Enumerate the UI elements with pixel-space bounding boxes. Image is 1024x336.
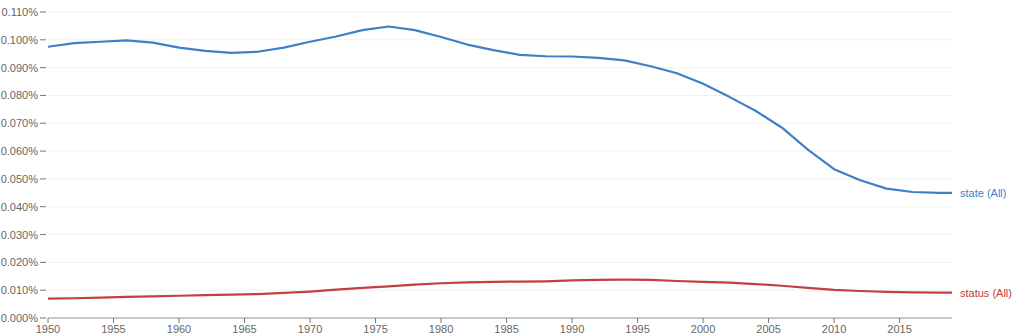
x-tick-label: 1960 xyxy=(167,323,191,335)
series-label: state (All) xyxy=(960,187,1006,199)
grid-line xyxy=(48,39,952,40)
y-tick-label: 0.000% xyxy=(1,312,39,324)
y-tick xyxy=(40,12,46,13)
y-tick-label: 0.030% xyxy=(1,229,39,241)
y-tick-label: 0.020% xyxy=(1,256,39,268)
grid-line xyxy=(48,12,952,13)
y-tick xyxy=(40,262,46,263)
y-tick xyxy=(40,234,46,235)
y-tick xyxy=(40,206,46,207)
grid-line xyxy=(48,318,952,319)
plot-lines xyxy=(48,26,952,298)
grid-line xyxy=(48,290,952,291)
y-tick xyxy=(40,123,46,124)
x-tick-label: 1990 xyxy=(560,323,584,335)
x-tick-label: 1975 xyxy=(363,323,387,335)
y-tick-label: 0.080% xyxy=(1,89,39,101)
chart: 0.000% 0.010% 0.020% 0.030% 0.040% 0.050% 0.06… xyxy=(0,0,1024,336)
y-tick-label: 0.060% xyxy=(1,145,39,157)
x-tick-label: 2010 xyxy=(822,323,846,335)
y-tick xyxy=(40,318,46,319)
grid-line xyxy=(48,206,952,207)
y-tick-label: 0.070% xyxy=(1,117,39,129)
y-tick xyxy=(40,39,46,40)
grid-line xyxy=(48,67,952,68)
grid-line xyxy=(48,151,952,152)
y-tick-label: 0.110% xyxy=(2,6,39,18)
x-tick-label: 1970 xyxy=(298,323,322,335)
x-tick-label: 2015 xyxy=(887,323,911,335)
y-tick xyxy=(40,67,46,68)
y-tick-label: 0.090% xyxy=(1,62,39,74)
y-tick-label: 0.100% xyxy=(1,34,39,46)
series-line xyxy=(48,26,952,192)
y-tick xyxy=(40,178,46,179)
series-label: status (All) xyxy=(960,287,1012,299)
y-tick xyxy=(40,95,46,96)
x-axis xyxy=(48,318,952,319)
x-tick-label: 1985 xyxy=(494,323,518,335)
x-tick-label: 2005 xyxy=(756,323,780,335)
grid-line xyxy=(48,262,952,263)
y-tick xyxy=(40,151,46,152)
series-line xyxy=(48,280,952,299)
x-tick-label: 2000 xyxy=(691,323,715,335)
grid-line xyxy=(48,123,952,124)
x-tick-label: 1955 xyxy=(101,323,125,335)
x-tick-label: 1965 xyxy=(232,323,256,335)
grid-line xyxy=(48,234,952,235)
x-tick-label: 1950 xyxy=(36,323,60,335)
y-tick-label: 0.050% xyxy=(1,173,39,185)
grid-line xyxy=(48,178,952,179)
y-tick-label: 0.040% xyxy=(1,201,39,213)
x-tick-label: 1980 xyxy=(429,323,453,335)
grid-line xyxy=(48,95,952,96)
y-tick xyxy=(40,290,46,291)
x-tick-label: 1995 xyxy=(625,323,649,335)
y-tick-label: 0.010% xyxy=(1,284,39,296)
